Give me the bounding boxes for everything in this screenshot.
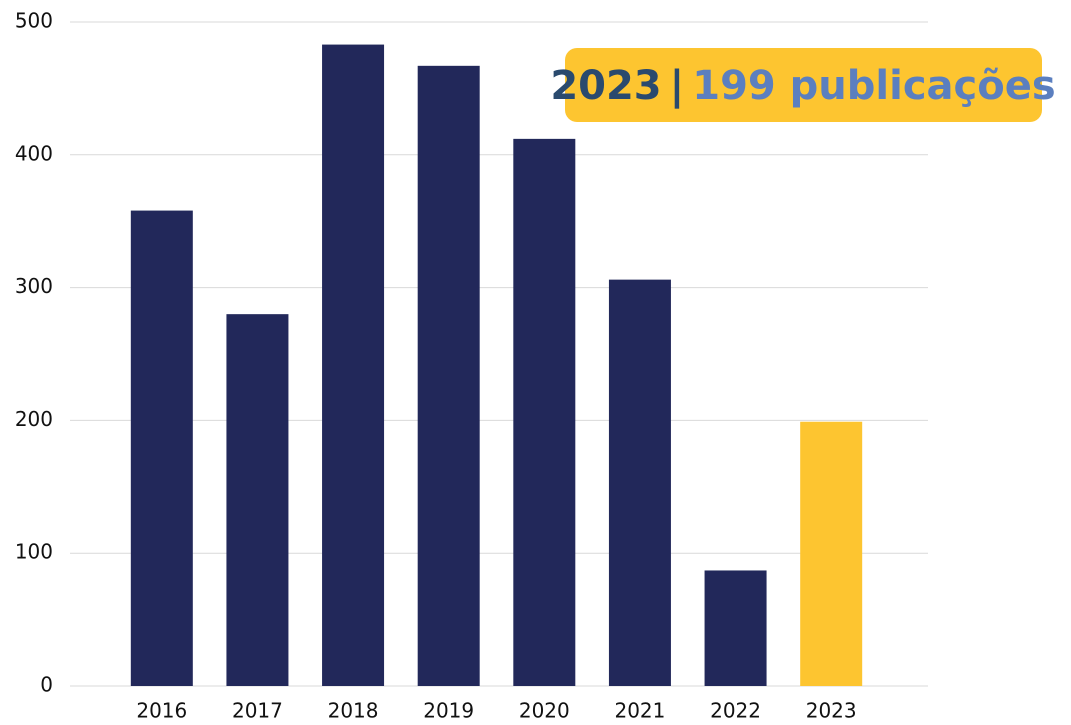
annotation-year: 2023 <box>550 63 661 109</box>
y-tick-label: 500 <box>15 9 53 33</box>
annotation-separator: | <box>670 63 685 110</box>
x-tick-label: 2020 <box>519 699 570 723</box>
x-tick-label: 2018 <box>328 699 379 723</box>
annotation: 2023 | 199 publicações <box>550 63 1055 110</box>
bar <box>417 65 480 687</box>
y-tick-label: 300 <box>15 274 53 298</box>
x-tick-label: 2022 <box>710 699 761 723</box>
x-tick-label: 2019 <box>423 699 474 723</box>
bar <box>608 279 671 686</box>
bar <box>800 421 863 686</box>
annotation-text: 199 publicações <box>692 63 1055 109</box>
y-tick-label: 0 <box>40 673 53 697</box>
x-tick-label: 2023 <box>806 699 857 723</box>
x-tick-label: 2017 <box>232 699 283 723</box>
annotation-box <box>565 48 1042 122</box>
bar <box>130 210 193 687</box>
x-tick-label: 2021 <box>614 699 665 723</box>
plot-area: 0 100 200 300 400 500 2016 2017 2018 2019 2020 2021… <box>15 9 928 723</box>
y-tick-label: 200 <box>15 407 53 431</box>
y-tick-label: 100 <box>15 540 53 564</box>
bar <box>704 570 767 686</box>
bar <box>226 314 289 686</box>
bar <box>513 138 576 686</box>
y-tick-label: 400 <box>15 141 53 165</box>
bar <box>322 44 385 687</box>
x-tick-label: 2016 <box>136 699 187 723</box>
